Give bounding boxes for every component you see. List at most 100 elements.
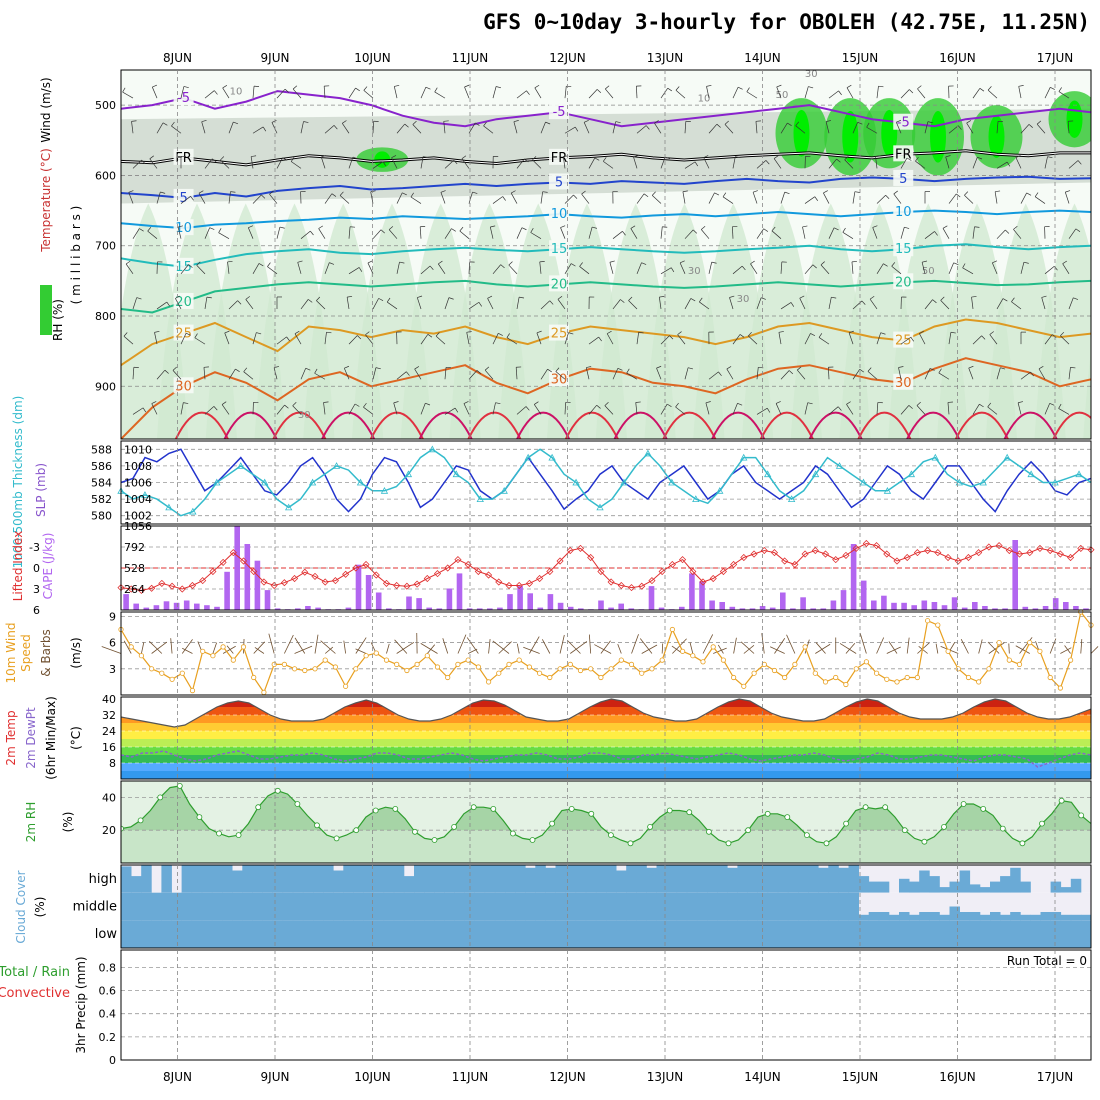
lifted-marker — [730, 560, 738, 569]
wind-speed-marker — [618, 657, 624, 663]
cloud-bar-middle — [171, 892, 182, 921]
thickness-marker — [596, 503, 604, 511]
cloud-bar-low — [171, 920, 182, 948]
temp-arc-hot — [321, 411, 376, 439]
wind-barb — [660, 403, 668, 415]
wind-barb-flag — [615, 121, 621, 124]
cape-bar — [386, 608, 392, 610]
cloud-bar-high — [798, 865, 809, 893]
wind-speed-marker — [281, 661, 287, 668]
isotherm-label: 30 — [551, 372, 568, 387]
isotherm-label: 25 — [551, 327, 568, 342]
day-label-bottom: 13JUN — [647, 1070, 684, 1084]
wind-barb-flag — [303, 121, 309, 123]
wind-barb — [972, 226, 975, 239]
wind10m-barb — [702, 634, 714, 654]
wind-barb — [804, 264, 814, 275]
temp-arc-hot — [1052, 411, 1091, 439]
cloud-bar-high — [747, 865, 758, 893]
wind-barb-flag — [235, 368, 240, 373]
wind10m-barb — [141, 642, 145, 654]
cloud-bar-middle — [353, 892, 364, 921]
wind-speed-marker — [894, 679, 900, 685]
wind-barb-flag — [808, 86, 814, 89]
thickness-marker — [165, 503, 173, 511]
cloud-bar-low — [818, 920, 829, 948]
wind10m-barb — [859, 632, 867, 654]
thickness-marker — [716, 486, 724, 494]
wind-speed-marker — [353, 666, 359, 672]
wind-barb — [701, 229, 710, 239]
thickness-marker — [261, 478, 269, 486]
wind-barb-flag — [694, 161, 699, 167]
wind-barb-flag — [869, 295, 875, 300]
wind-barb — [534, 87, 542, 99]
wind-barb-flag — [1049, 403, 1055, 406]
cloud-bar-high — [494, 865, 506, 893]
wind-speed-marker — [302, 667, 308, 674]
rh-contour-label: 10 — [230, 87, 243, 98]
cloud-bar-high — [707, 865, 718, 893]
isotherm-label: -5 — [177, 91, 190, 106]
wind-speed-marker — [557, 666, 563, 672]
thickness-line — [120, 448, 1092, 517]
wind-barb — [292, 88, 302, 99]
wind-barb-flag — [206, 296, 212, 299]
wind10m-barb — [1064, 645, 1071, 654]
wind-barb — [156, 369, 166, 380]
wind-barb — [341, 123, 350, 134]
wind-barb — [948, 125, 959, 134]
thickness-marker — [620, 478, 628, 486]
wind-barb-flag — [1062, 260, 1068, 264]
cape-bar — [941, 605, 948, 610]
wind-barb — [516, 90, 527, 99]
wind-barb-flag — [807, 402, 813, 405]
wind-barb-flag — [230, 191, 236, 193]
wind10m-barb — [987, 641, 1000, 654]
cloud-bar-low — [181, 920, 193, 948]
cloud-bar-middle — [545, 892, 556, 921]
wind-barb — [746, 91, 758, 99]
cape-bar — [780, 592, 786, 610]
slp-line — [120, 448, 1092, 513]
rh2m-marker — [960, 801, 967, 807]
lifted-marker — [1046, 546, 1054, 555]
wind-speed-marker — [1037, 648, 1043, 654]
wind-barb-flag — [279, 226, 285, 229]
thickness-marker — [189, 507, 197, 515]
panel-frame-slp — [120, 440, 1092, 525]
wind-barb — [804, 402, 809, 415]
wind-barb — [846, 404, 854, 415]
panel-frame-rh — [120, 780, 1092, 864]
wind-barb — [324, 125, 335, 134]
wind-barb — [828, 158, 837, 169]
lifted-marker — [740, 553, 748, 562]
wind-barb-flag — [974, 226, 980, 228]
cloud-bar-middle — [565, 892, 577, 921]
wind-barb-flag — [1006, 161, 1011, 167]
wind-barb-flag — [542, 191, 548, 193]
wind-barb — [228, 121, 234, 134]
wind-barb-flag — [164, 369, 169, 374]
wind-barb-flag — [314, 368, 318, 374]
wind-barb-flag — [388, 226, 394, 230]
temp-arc-hot — [711, 411, 766, 439]
wind-barb — [866, 126, 878, 134]
wind-barb-flag — [908, 405, 913, 409]
isotherm-line — [121, 279, 1091, 314]
wind-barb-flag — [513, 120, 519, 123]
wind-barb — [348, 226, 351, 239]
wind10m-barb — [886, 646, 901, 654]
wind-barb-flag — [290, 157, 295, 162]
wind10m-barb — [488, 639, 491, 654]
cloud-bar-high — [1020, 881, 1031, 893]
cape-bar — [689, 573, 695, 610]
wind-speed-marker — [189, 687, 196, 694]
wind-barb-flag — [775, 401, 781, 404]
wind-barb-flag — [603, 157, 607, 162]
wind10m-barb — [918, 645, 928, 654]
wind-barb-flag — [363, 402, 367, 408]
cloud-bar-low — [1010, 920, 1021, 948]
wind-barb — [948, 193, 957, 204]
wind-barb — [852, 369, 861, 380]
